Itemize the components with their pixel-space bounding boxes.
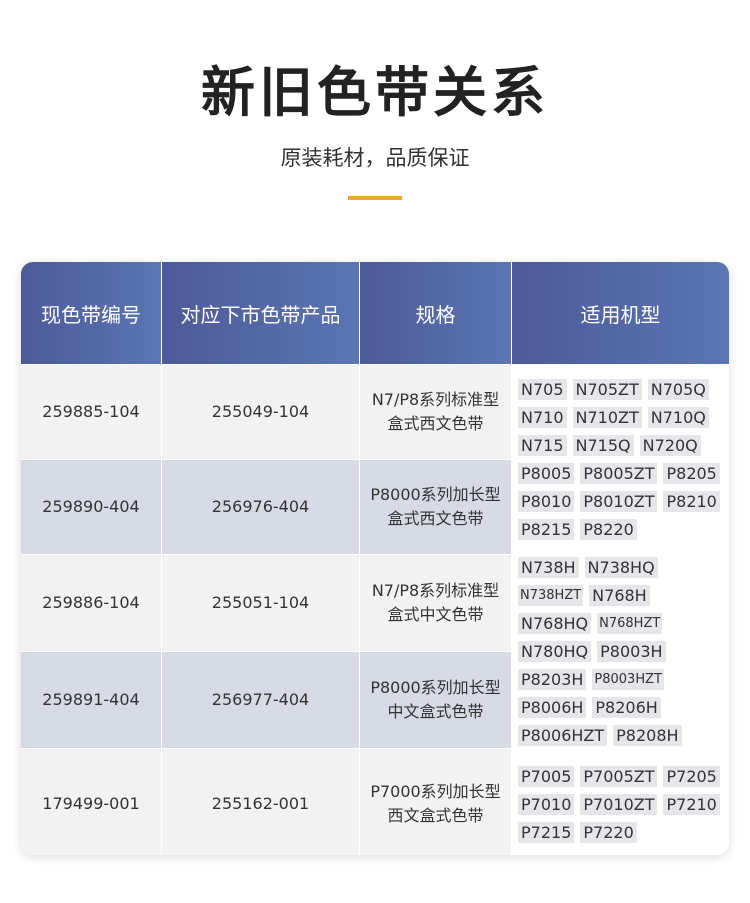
table-cell: 259886-104	[21, 555, 161, 651]
column-header: 规格	[360, 262, 511, 364]
spec-line: 盒式中文色带	[387, 605, 484, 624]
model-chip: P8006HZT	[518, 725, 608, 746]
model-chip: N705	[518, 379, 567, 400]
column-header: 适用机型	[512, 262, 729, 364]
models-cell: N738H N738HQ N738HZT N768H N768HQ N768HZT N780…	[512, 555, 729, 748]
model-chip: P7010	[518, 793, 575, 815]
model-chip: P7210	[663, 793, 720, 815]
model-chip: N710	[518, 407, 567, 428]
model-chip: N710Q	[647, 407, 709, 428]
table-cell: 255051-104	[162, 555, 359, 651]
model-chip: N738H	[518, 557, 579, 578]
model-chip: N715	[518, 435, 567, 456]
subtitle: 原装耗材，品质保证	[280, 146, 470, 170]
table-cell: 179499-001	[21, 749, 161, 855]
model-chip: P8215	[518, 519, 575, 540]
spec-cell: P8000系列加长型 中文盒式色带	[360, 652, 511, 748]
model-chip: N738HQ	[584, 557, 658, 578]
model-chip: P8208H	[613, 725, 682, 746]
model-chip: P7220	[580, 821, 637, 843]
table-cell: 259891-404	[21, 652, 161, 748]
model-chip: P8003HZT	[592, 669, 664, 690]
model-chip: P8003H	[597, 641, 666, 662]
model-chip: N705Q	[647, 379, 709, 400]
spec-line: N7/P8系列标准型	[371, 581, 500, 600]
spec-line: P8000系列加长型	[370, 678, 501, 697]
spec-line: 中文盒式色带	[387, 702, 484, 721]
model-chip: P8205	[663, 463, 720, 484]
model-chip: P8210	[663, 491, 720, 512]
table-cell: 256977-404	[162, 652, 359, 748]
model-chip: N768HQ	[518, 613, 592, 634]
column-header: 对应下市色带产品	[162, 262, 359, 364]
models-cell: N705 N705ZT N705Q N710 N710ZT N710Q N715 N715Q N…	[512, 365, 729, 554]
model-chip: P7010ZT	[580, 793, 658, 815]
model-chip: P8005ZT	[580, 463, 658, 484]
model-chip: N768H	[589, 585, 650, 606]
spec-cell: N7/P8系列标准型 盒式中文色带	[360, 555, 511, 651]
model-chip: N780HQ	[518, 641, 592, 662]
spec-line: 西文盒式色带	[387, 806, 484, 825]
spec-line: 盒式西文色带	[387, 414, 484, 433]
model-chip: P8206H	[592, 697, 661, 718]
model-chip: N705ZT	[572, 379, 642, 400]
table-cell: 259890-404	[21, 460, 161, 554]
table-cell: 255162-001	[162, 749, 359, 855]
model-chip: N720Q	[639, 435, 701, 456]
spec-cell: N7/P8系列标准型 盒式西文色带	[360, 365, 511, 459]
model-chip: N768HZT	[597, 613, 663, 634]
model-chip: N715Q	[572, 435, 634, 456]
model-chip: N710ZT	[572, 407, 642, 428]
spec-line: P8000系列加长型	[370, 485, 501, 504]
model-chip: P8203H	[518, 669, 587, 690]
model-chip: P8220	[580, 519, 637, 540]
models-cell: P7005 P7005ZT P7205 P7010 P7010ZT P7210 P7215 P…	[512, 749, 729, 855]
model-chip: P8006H	[518, 697, 587, 718]
model-chip: N738HZT	[518, 585, 584, 606]
column-header: 现色带编号	[21, 262, 161, 364]
model-chip: P7215	[518, 821, 575, 843]
title: 新旧色带关系	[201, 61, 549, 124]
model-chip: P7005	[518, 765, 575, 787]
table-cell: 255049-104	[162, 365, 359, 459]
spec-line: 盒式西文色带	[387, 509, 484, 528]
model-chip: P7205	[663, 765, 720, 787]
spec-line: P7000系列加长型	[370, 782, 501, 801]
spec-line: N7/P8系列标准型	[371, 390, 500, 409]
table: 现色带编号 对应下市色带产品 规格 适用机型 259885-104 255049-104 N…	[21, 262, 729, 855]
model-chip: P8005	[518, 463, 575, 484]
table-cell: 256976-404	[162, 460, 359, 554]
table-cell: 259885-104	[21, 365, 161, 459]
spec-cell: P7000系列加长型 西文盒式色带	[360, 749, 511, 855]
model-chip: P8010ZT	[580, 491, 658, 512]
accent-bar	[348, 196, 402, 200]
model-chip: P8010	[518, 491, 575, 512]
spec-cell: P8000系列加长型 盒式西文色带	[360, 460, 511, 554]
model-chip: P7005ZT	[580, 765, 658, 787]
